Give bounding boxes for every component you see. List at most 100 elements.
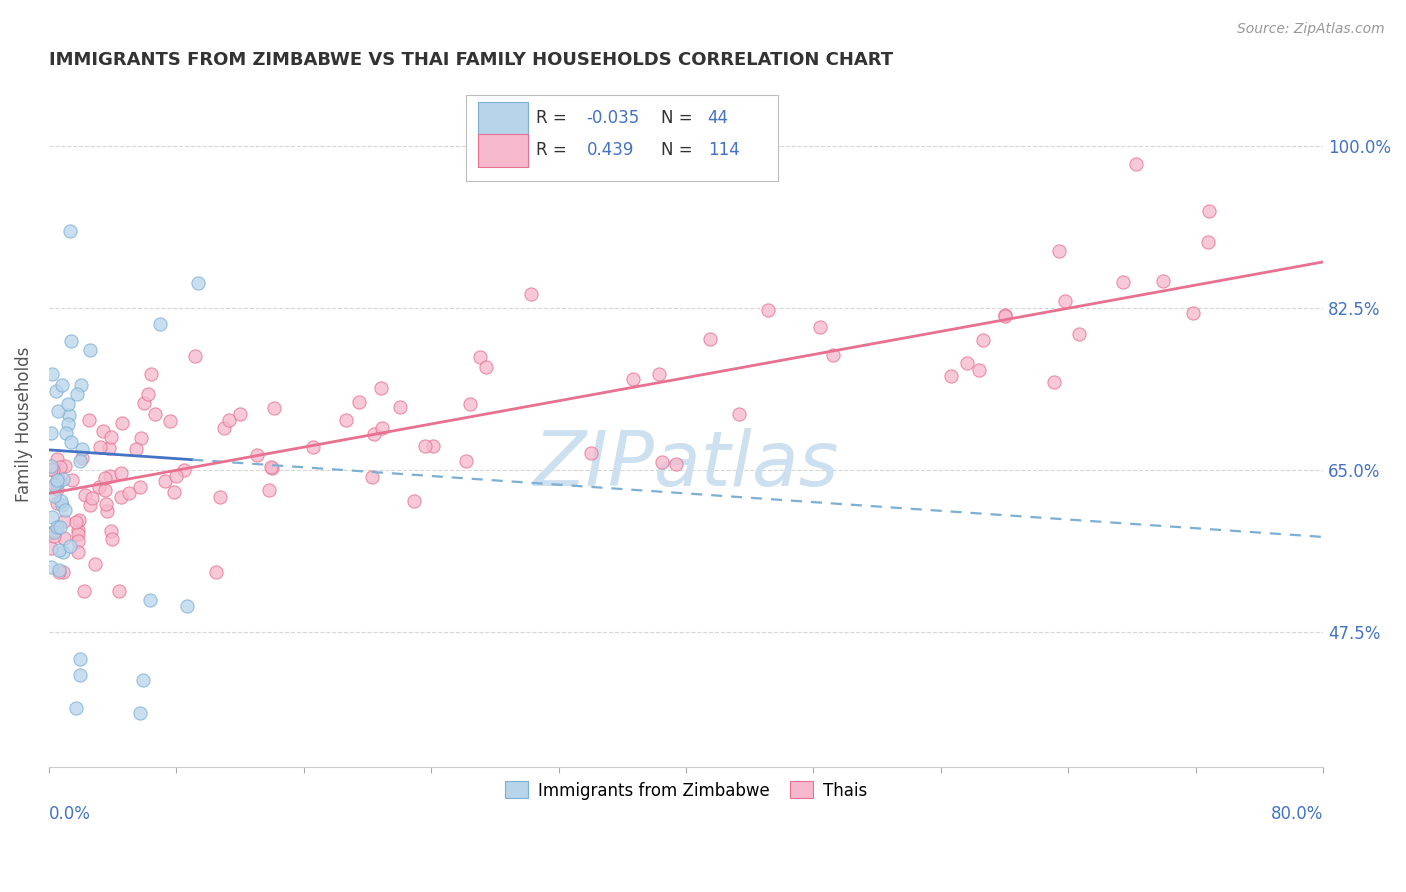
Point xyxy=(44,524,66,539)
Point xyxy=(53,515,76,529)
Point xyxy=(111,416,134,430)
Point xyxy=(139,367,162,381)
Point xyxy=(821,348,844,362)
Point xyxy=(100,430,122,444)
Point xyxy=(58,408,80,422)
Point xyxy=(118,485,141,500)
Point xyxy=(994,308,1017,322)
Point xyxy=(49,460,72,475)
Point xyxy=(110,490,132,504)
Point xyxy=(163,485,186,500)
Point xyxy=(59,224,82,238)
Point xyxy=(79,498,101,512)
Point xyxy=(129,431,152,445)
Point xyxy=(44,525,66,540)
Point xyxy=(98,441,121,455)
Point xyxy=(53,531,76,545)
Text: ZIPatlas: ZIPatlas xyxy=(533,428,839,502)
Point xyxy=(107,583,129,598)
Point xyxy=(128,706,150,720)
Point xyxy=(39,560,62,574)
Point xyxy=(335,412,357,426)
Point xyxy=(1069,327,1091,342)
Point xyxy=(46,483,69,497)
Point xyxy=(173,463,195,477)
Text: -0.035: -0.035 xyxy=(586,109,640,127)
Point xyxy=(89,480,111,494)
Point xyxy=(165,469,187,483)
Point xyxy=(46,475,69,489)
Point xyxy=(52,471,75,485)
Point xyxy=(96,504,118,518)
Point xyxy=(302,440,325,454)
Point xyxy=(56,417,79,431)
Text: 114: 114 xyxy=(707,141,740,159)
Point xyxy=(46,473,69,487)
Point xyxy=(129,480,152,494)
Point xyxy=(51,498,73,512)
Point xyxy=(51,378,73,392)
Point xyxy=(75,487,97,501)
Point xyxy=(48,543,70,558)
Text: 0.0%: 0.0% xyxy=(49,805,91,823)
Point xyxy=(205,565,228,579)
Point xyxy=(46,471,69,485)
Point xyxy=(371,420,394,434)
Point xyxy=(176,599,198,613)
Point xyxy=(621,372,644,386)
Point xyxy=(94,497,117,511)
Point xyxy=(55,425,77,440)
Point xyxy=(53,503,76,517)
Point xyxy=(69,453,91,467)
Legend: Immigrants from Zimbabwe, Thais: Immigrants from Zimbabwe, Thais xyxy=(498,775,875,806)
Point xyxy=(1047,244,1070,258)
Point xyxy=(1054,293,1077,308)
FancyBboxPatch shape xyxy=(478,134,529,167)
Point xyxy=(475,360,498,375)
Point xyxy=(361,470,384,484)
Point xyxy=(41,510,63,524)
Point xyxy=(246,448,269,462)
Text: R =: R = xyxy=(536,141,572,159)
Point xyxy=(39,461,62,475)
Point xyxy=(1112,275,1135,289)
Point xyxy=(66,527,89,541)
Point xyxy=(218,413,240,427)
Point xyxy=(184,349,207,363)
Point xyxy=(259,483,281,497)
Point xyxy=(349,395,371,409)
Point xyxy=(41,367,63,381)
Text: 0.439: 0.439 xyxy=(586,141,634,159)
Point xyxy=(45,520,67,534)
Point xyxy=(756,302,779,317)
Point xyxy=(363,427,385,442)
Y-axis label: Family Households: Family Households xyxy=(15,346,32,501)
Point xyxy=(728,407,751,421)
Point xyxy=(647,367,669,381)
Point xyxy=(91,425,114,439)
Point xyxy=(60,474,83,488)
Text: Source: ZipAtlas.com: Source: ZipAtlas.com xyxy=(1237,22,1385,37)
Point xyxy=(67,533,90,548)
Point xyxy=(98,469,121,483)
Text: N =: N = xyxy=(661,109,697,127)
Point xyxy=(665,457,688,471)
Point xyxy=(699,332,721,346)
Point xyxy=(229,407,252,421)
Point xyxy=(65,701,87,715)
Point xyxy=(52,545,75,559)
Point xyxy=(69,377,91,392)
Point xyxy=(187,276,209,290)
Point xyxy=(66,524,89,538)
Point xyxy=(131,673,153,687)
Point xyxy=(939,369,962,384)
Text: R =: R = xyxy=(536,109,572,127)
Point xyxy=(45,476,67,491)
Point xyxy=(46,452,69,467)
Point xyxy=(65,515,87,529)
Point xyxy=(993,309,1015,323)
Point xyxy=(967,363,990,377)
Point xyxy=(159,414,181,428)
Point xyxy=(52,565,75,579)
Point xyxy=(45,384,67,399)
